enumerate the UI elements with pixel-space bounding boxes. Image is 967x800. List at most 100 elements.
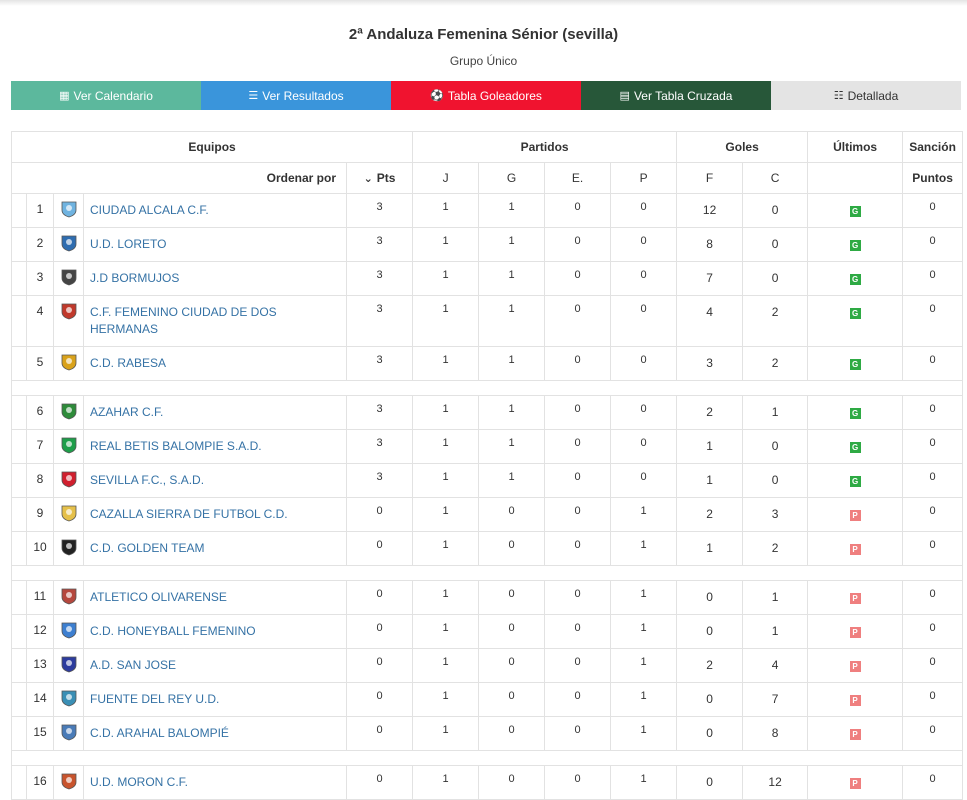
played-cell: 1 <box>412 261 480 296</box>
team-name-link[interactable]: C.D. ARAHAL BALOMPIÉ <box>83 716 347 751</box>
tab-tabla-goleadores[interactable]: ⚽ Tabla Goleadores <box>391 81 581 110</box>
team-crest-cell <box>53 346 84 381</box>
header-e[interactable]: E. <box>544 162 612 194</box>
points-cell: 3 <box>345 429 414 464</box>
team-name-link[interactable]: FUENTE DEL REY U.D. <box>83 682 347 717</box>
goals-for-cell: 12 <box>676 193 744 228</box>
team-name-link[interactable]: ATLETICO OLIVARENSE <box>83 580 347 615</box>
drawn-cell: 0 <box>544 531 612 566</box>
goals-against-cell: 0 <box>742 193 809 228</box>
goals-against-cell: 2 <box>742 531 809 566</box>
team-crest-cell <box>53 227 84 262</box>
points-cell: 3 <box>345 295 414 347</box>
position-cell: 10 <box>26 531 54 566</box>
lost-cell: 0 <box>610 295 678 347</box>
last-results-cell: G <box>807 429 904 464</box>
table-row: 9 CAZALLA SIERRA DE FUTBOL C.D. 0 1 0 0 1 2 3 P 0 <box>11 497 964 532</box>
divider-cell <box>10 750 964 766</box>
team-name-link[interactable]: J.D BORMUJOS <box>83 261 347 296</box>
team-name-link[interactable]: C.F. FEMENINO CIUDAD DE DOS HERMANAS <box>83 295 347 347</box>
team-crest-icon <box>60 723 78 741</box>
penalty-points-cell: 0 <box>902 497 964 532</box>
points-cell: 0 <box>345 716 414 751</box>
goals-for-cell: 0 <box>676 614 744 649</box>
points-cell: 3 <box>345 227 414 262</box>
team-crest-cell <box>53 395 84 430</box>
team-crest-cell <box>53 429 84 464</box>
row-spacer <box>11 395 27 430</box>
table-row: 16 U.D. MORON C.F. 0 1 0 0 1 0 12 P 0 <box>11 765 964 800</box>
position-cell: 2 <box>26 227 54 262</box>
team-name-link[interactable]: U.D. MORON C.F. <box>83 765 347 800</box>
table-row: 8 SEVILLA F.C., S.A.D. 3 1 1 0 0 1 0 G 0 <box>11 463 964 498</box>
header-p[interactable]: P <box>610 162 678 194</box>
position-cell: 3 <box>26 261 54 296</box>
tab-ver-resultados[interactable]: ☰ Ver Resultados <box>201 81 391 110</box>
row-spacer <box>11 716 27 751</box>
result-badge: P <box>849 778 861 789</box>
points-cell: 0 <box>345 497 414 532</box>
last-results-cell: P <box>807 648 904 683</box>
team-name-link[interactable]: C.D. HONEYBALL FEMENINO <box>83 614 347 649</box>
drawn-cell: 0 <box>544 193 612 228</box>
drawn-cell: 0 <box>544 395 612 430</box>
result-badge: G <box>849 308 861 319</box>
standings-table: Equipos Partidos Goles Últimos Sanción O… <box>10 131 964 800</box>
drawn-cell: 0 <box>544 682 612 717</box>
team-name-link[interactable]: C.D. GOLDEN TEAM <box>83 531 347 566</box>
tab-detallada[interactable]: ☷ Detallada <box>771 81 961 110</box>
position-cell: 6 <box>26 395 54 430</box>
goals-for-cell: 8 <box>676 227 744 262</box>
header-ultimos-blank <box>807 162 904 194</box>
won-cell: 0 <box>478 765 546 800</box>
row-spacer <box>11 227 27 262</box>
goals-against-cell: 1 <box>742 395 809 430</box>
played-cell: 1 <box>412 395 480 430</box>
header-g[interactable]: G <box>478 162 546 194</box>
drawn-cell: 0 <box>544 429 612 464</box>
last-results-cell: G <box>807 227 904 262</box>
team-name-link[interactable]: AZAHAR C.F. <box>83 395 347 430</box>
won-cell: 1 <box>478 346 546 381</box>
header-c[interactable]: C <box>742 162 809 194</box>
sort-pts-button[interactable]: ⌄ Pts <box>345 162 414 194</box>
lost-cell: 0 <box>610 346 678 381</box>
team-name-link[interactable]: U.D. LORETO <box>83 227 347 262</box>
table-row: 11 ATLETICO OLIVARENSE 0 1 0 0 1 0 1 P 0 <box>11 580 964 615</box>
goals-against-cell: 12 <box>742 765 809 800</box>
lost-cell: 0 <box>610 429 678 464</box>
last-results-cell: G <box>807 193 904 228</box>
lost-cell: 1 <box>610 614 678 649</box>
tab-ver-tabla-cruzada[interactable]: ▤ Ver Tabla Cruzada <box>581 81 771 110</box>
header-j[interactable]: J <box>412 162 480 194</box>
header-sancion: Sanción <box>902 131 964 163</box>
row-spacer <box>11 429 27 464</box>
row-spacer <box>11 682 27 717</box>
team-name-link[interactable]: REAL BETIS BALOMPIE S.A.D. <box>83 429 347 464</box>
team-name-link[interactable]: C.D. RABESA <box>83 346 347 381</box>
team-name-link[interactable]: A.D. SAN JOSE <box>83 648 347 683</box>
team-crest-icon <box>60 402 78 420</box>
played-cell: 1 <box>412 227 480 262</box>
played-cell: 1 <box>412 765 480 800</box>
team-name-link[interactable]: SEVILLA F.C., S.A.D. <box>83 463 347 498</box>
team-crest-icon <box>60 234 78 252</box>
table-row: 14 FUENTE DEL REY U.D. 0 1 0 0 1 0 7 P 0 <box>11 682 964 717</box>
row-spacer <box>11 295 27 347</box>
divider-cell <box>10 565 964 581</box>
penalty-points-cell: 0 <box>902 648 964 683</box>
group-divider <box>10 380 964 396</box>
tab-ver-calendario[interactable]: ▦ Ver Calendario <box>11 81 201 110</box>
table-row: 12 C.D. HONEYBALL FEMENINO 0 1 0 0 1 0 1 P 0 <box>11 614 964 649</box>
goals-against-cell: 0 <box>742 463 809 498</box>
won-cell: 0 <box>478 648 546 683</box>
team-name-link[interactable]: CIUDAD ALCALA C.F. <box>83 193 347 228</box>
lost-cell: 0 <box>610 227 678 262</box>
won-cell: 1 <box>478 227 546 262</box>
team-crest-cell <box>53 580 84 615</box>
row-spacer <box>11 614 27 649</box>
header-f[interactable]: F <box>676 162 744 194</box>
team-name-link[interactable]: CAZALLA SIERRA DE FUTBOL C.D. <box>83 497 347 532</box>
row-spacer <box>11 531 27 566</box>
last-results-cell: P <box>807 531 904 566</box>
